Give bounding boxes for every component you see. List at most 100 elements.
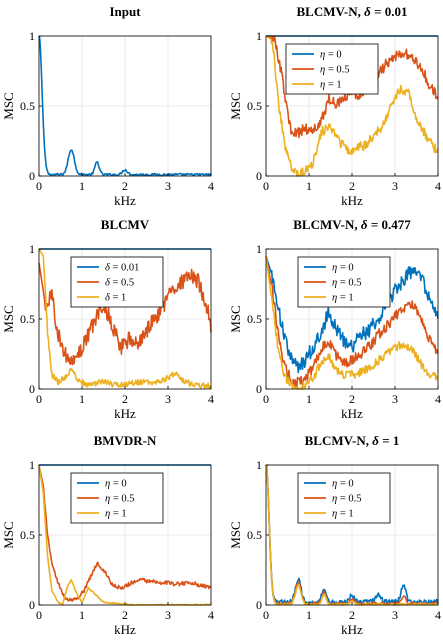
chart-title-symbol: δ (364, 4, 371, 19)
legend: δ = 0.01δ = 0.5δ = 1 (70, 256, 164, 308)
legend-value: = 1 (110, 509, 126, 520)
legend: η = 0η = 0.5η = 1 (297, 472, 391, 524)
y-axis-label: MSC (1, 305, 16, 332)
y-tick-label: 0.5 (20, 99, 35, 113)
chart-title: BMVDR-N (94, 433, 157, 448)
x-tick-label: 0 (36, 608, 42, 622)
legend-value: = 0.5 (110, 278, 134, 289)
legend-value: = 0.5 (110, 494, 134, 505)
legend-value: = 0 (337, 263, 353, 274)
chart-title-text: Input (109, 4, 141, 19)
x-tick-label: 2 (349, 179, 355, 193)
y-tick-label: 0 (256, 382, 262, 396)
legend-symbol: δ (105, 263, 111, 274)
legend-label: δ = 1 (105, 293, 126, 304)
y-tick-label: 0.5 (247, 99, 262, 113)
series-line-2 (38, 262, 212, 366)
x-tick-label: 2 (122, 179, 128, 193)
legend-symbol: η (332, 278, 337, 289)
x-tick-label: 2 (122, 392, 128, 406)
chart-panel-1: 0 1 2 3 4 0 0.5 1 kHz MSC Input (1, 4, 214, 208)
chart-title: BLCMV-N, δ = 0.477 (293, 217, 411, 232)
y-tick-label: 1 (256, 458, 262, 472)
legend-value: = 1 (337, 509, 353, 520)
x-tick-label: 3 (392, 179, 398, 193)
legend: η = 0η = 0.5η = 1 (70, 472, 164, 524)
x-tick-label: 1 (306, 392, 312, 406)
series-line-3 (265, 35, 439, 177)
x-tick-label: 3 (165, 608, 171, 622)
y-axis-label: MSC (1, 92, 16, 119)
x-tick-label: 2 (349, 608, 355, 622)
legend-symbol: η (320, 65, 325, 76)
x-axis-label: kHz (341, 193, 363, 208)
y-tick-label: 0 (256, 169, 262, 183)
legend-value: = 0.5 (337, 278, 361, 289)
x-tick-label: 1 (306, 608, 312, 622)
x-tick-label: 3 (165, 392, 171, 406)
chart-title-value: = 0.01 (371, 4, 408, 19)
legend-symbol: η (320, 80, 325, 91)
chart-title-value: = 1 (379, 433, 399, 448)
x-tick-label: 0 (263, 392, 269, 406)
x-tick-label: 1 (79, 608, 85, 622)
series-line-2 (265, 35, 439, 139)
legend: η = 0η = 0.5η = 1 (297, 256, 391, 308)
chart-title-text: BLCMV (101, 217, 150, 232)
legend-label: δ = 0.01 (105, 263, 139, 274)
x-tick-label: 2 (349, 392, 355, 406)
chart-title: BLCMV (101, 217, 150, 232)
x-axis-label: kHz (114, 193, 136, 208)
legend-symbol: η (332, 494, 337, 505)
legend-label: η = 1 (332, 293, 354, 304)
x-tick-label: 3 (165, 179, 171, 193)
legend-label: δ = 0.5 (105, 278, 134, 289)
x-axis-label: kHz (114, 622, 136, 637)
chart-title-text: BMVDR-N (94, 433, 157, 448)
legend: η = 0 η = 0.5 η = 1 (285, 43, 379, 95)
chart-title-value: = 0.477 (368, 217, 412, 232)
legend-label: η = 0.5 (105, 494, 135, 505)
legend-label: η = 0 (332, 263, 354, 274)
legend-symbol: δ (105, 278, 111, 289)
x-tick-label: 0 (36, 179, 42, 193)
legend-value: = 1 (110, 293, 126, 304)
legend-label: η = 0.5 (332, 494, 362, 505)
x-tick-label: 4 (435, 608, 441, 622)
legend-label: η = 1 (320, 80, 342, 91)
legend-symbol: η (320, 50, 325, 61)
series-line-3 (265, 464, 439, 606)
x-axis-label: kHz (341, 622, 363, 637)
series-line-3 (38, 248, 212, 389)
legend-symbol: δ (105, 293, 111, 304)
x-tick-label: 3 (392, 608, 398, 622)
series-line-1 (38, 35, 212, 177)
x-tick-label: 1 (79, 392, 85, 406)
x-tick-label: 4 (208, 179, 214, 193)
x-axis-label: kHz (114, 406, 136, 421)
legend-label: η = 0 (332, 479, 354, 490)
y-axis-label: MSC (228, 521, 243, 548)
y-tick-label: 1 (256, 29, 262, 43)
x-tick-label: 0 (263, 179, 269, 193)
series-line-3 (265, 255, 439, 390)
x-tick-label: 3 (392, 392, 398, 406)
y-tick-label: 0.5 (247, 528, 262, 542)
legend-label: η = 0.5 (320, 65, 350, 76)
y-tick-label: 0.5 (247, 312, 262, 326)
chart-title: BLCMV-N, δ = 1 (305, 433, 400, 448)
y-tick-label: 0 (256, 598, 262, 612)
legend-symbol: η (332, 263, 337, 274)
legend-value: = 0 (325, 50, 341, 61)
y-tick-label: 1 (29, 458, 35, 472)
x-tick-label: 4 (435, 392, 441, 406)
series-line-1 (265, 255, 439, 374)
legend-symbol: η (332, 479, 337, 490)
legend-label: η = 1 (332, 509, 354, 520)
y-axis-label: MSC (228, 305, 243, 332)
legend-value: = 1 (337, 293, 353, 304)
y-tick-label: 0.5 (20, 528, 35, 542)
